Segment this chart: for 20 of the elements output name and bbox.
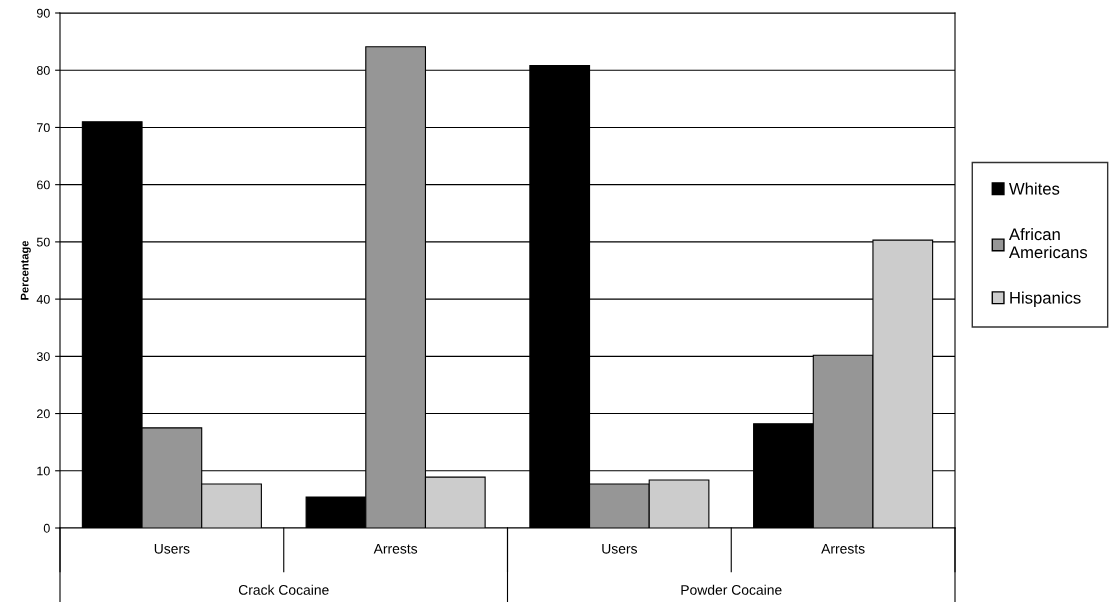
x-tick-label: Users: [154, 543, 190, 554]
text: Powder Cocaine: [681, 584, 782, 595]
text: Crack Cocaine: [238, 584, 329, 595]
y-tick-label: 0: [43, 523, 50, 533]
y-tick-label: 40: [36, 294, 50, 304]
y-axis-title: Percentage: [20, 240, 31, 300]
y-tick-label: 10: [37, 466, 50, 476]
y-tick-label: 90: [36, 8, 50, 18]
x-tick-label: Users: [602, 543, 638, 554]
y-tick-label: 20: [37, 409, 50, 419]
y-tick-label: 50: [36, 237, 50, 247]
x-tick-label: Arrests: [373, 543, 418, 554]
y-tick-label: 30: [36, 352, 50, 361]
legend-label: African Americans: [1008, 228, 1088, 259]
legend-label: Hispanics: [1010, 291, 1081, 308]
y-tick-label: 60: [37, 180, 50, 190]
y-tick-label: 80: [36, 66, 50, 75]
x-tick-label: Arrests: [821, 543, 865, 554]
y-tick-label: 70: [37, 123, 50, 133]
legend-label: Whites: [1009, 182, 1060, 195]
